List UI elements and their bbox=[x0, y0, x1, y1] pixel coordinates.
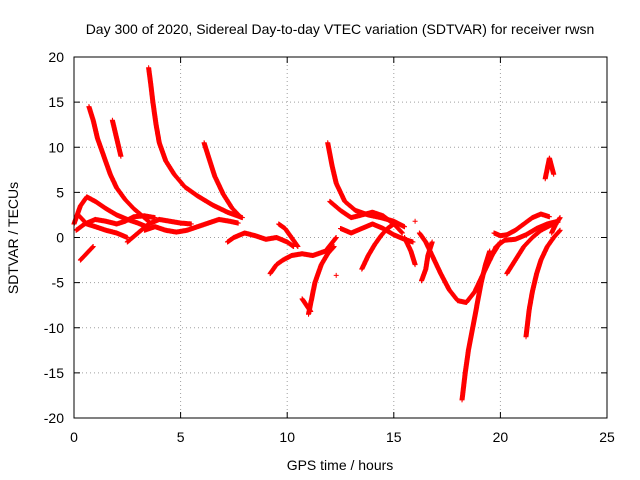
data-marks bbox=[419, 239, 435, 284]
series-arc-21 bbox=[402, 235, 418, 268]
series-arc-19 bbox=[359, 221, 397, 272]
series-arc-13 bbox=[276, 221, 301, 249]
data-marks bbox=[333, 272, 339, 278]
data-marks bbox=[124, 216, 194, 245]
series-arc-07 bbox=[124, 216, 194, 245]
y-tick-label: 0 bbox=[56, 230, 64, 246]
series-arc-06 bbox=[109, 117, 124, 159]
data-marks bbox=[327, 198, 405, 236]
series-arc-10 bbox=[201, 140, 243, 220]
y-tick-label: 10 bbox=[48, 139, 64, 155]
data-marks bbox=[267, 235, 339, 277]
data-marks bbox=[523, 227, 563, 340]
series-arc-11 bbox=[225, 230, 297, 249]
data-marks bbox=[412, 218, 418, 224]
series-arc-26 bbox=[491, 211, 552, 239]
data-marks bbox=[75, 212, 130, 240]
data-marks bbox=[141, 216, 241, 235]
y-tick-label: 20 bbox=[48, 49, 64, 65]
y-tick-label: -15 bbox=[44, 365, 64, 381]
series-arc-04 bbox=[77, 244, 96, 263]
x-tick-label: 10 bbox=[279, 429, 295, 445]
x-tick-label: 0 bbox=[70, 429, 78, 445]
data-marks bbox=[86, 104, 152, 224]
data-marks bbox=[402, 235, 418, 268]
series-arc-15 bbox=[306, 244, 337, 317]
series-arc-17 bbox=[327, 198, 405, 236]
series-arc-30 bbox=[542, 155, 557, 182]
data-marks bbox=[504, 219, 561, 277]
data-marks bbox=[201, 140, 243, 220]
x-tick-label: 5 bbox=[177, 429, 185, 445]
data-marks bbox=[225, 230, 297, 249]
series-arc-24 bbox=[419, 239, 435, 284]
x-tick-label: 15 bbox=[386, 429, 402, 445]
data-marks bbox=[77, 244, 96, 263]
data-marks bbox=[276, 221, 301, 249]
series-arc-29 bbox=[523, 227, 563, 340]
data-marks bbox=[306, 244, 337, 317]
y-tick-label: -10 bbox=[44, 320, 64, 336]
x-axis-label: GPS time / hours bbox=[287, 457, 394, 473]
series-arc-22 bbox=[412, 218, 418, 224]
data-marks bbox=[459, 248, 493, 403]
data-marks bbox=[109, 117, 124, 159]
data-marks bbox=[549, 215, 563, 236]
series-arc-05 bbox=[86, 104, 152, 224]
series-arc-31 bbox=[549, 215, 563, 236]
series-arc-25 bbox=[459, 248, 493, 403]
series-arc-20 bbox=[333, 272, 339, 278]
data-marks bbox=[146, 65, 245, 221]
y-tick-label: -5 bbox=[52, 275, 65, 291]
axis-ticks: 0 5 10 15 20 25 -20 -15 -10 -5 0 5 10 15 20 bbox=[44, 49, 615, 445]
y-tick-label: -20 bbox=[44, 410, 64, 426]
data-marks bbox=[73, 213, 158, 233]
chart-title: Day 300 of 2020, Sidereal Day-to-day VTE… bbox=[86, 21, 595, 37]
series-arc-08 bbox=[141, 216, 241, 235]
x-tick-label: 25 bbox=[599, 429, 615, 445]
y-axis-label: SDTVAR / TECUs bbox=[5, 182, 21, 294]
series-arc-09 bbox=[146, 65, 245, 221]
data-marks bbox=[542, 155, 557, 182]
y-tick-label: 5 bbox=[56, 184, 64, 200]
series-arc-12 bbox=[267, 235, 339, 277]
series-arc-28 bbox=[504, 219, 561, 277]
data-marks bbox=[491, 211, 552, 239]
x-tick-label: 20 bbox=[493, 429, 509, 445]
series-arc-03 bbox=[75, 212, 130, 240]
data-marks bbox=[359, 221, 397, 272]
y-tick-label: 15 bbox=[48, 94, 64, 110]
series-arc-02 bbox=[73, 213, 158, 233]
data-points bbox=[71, 65, 563, 403]
